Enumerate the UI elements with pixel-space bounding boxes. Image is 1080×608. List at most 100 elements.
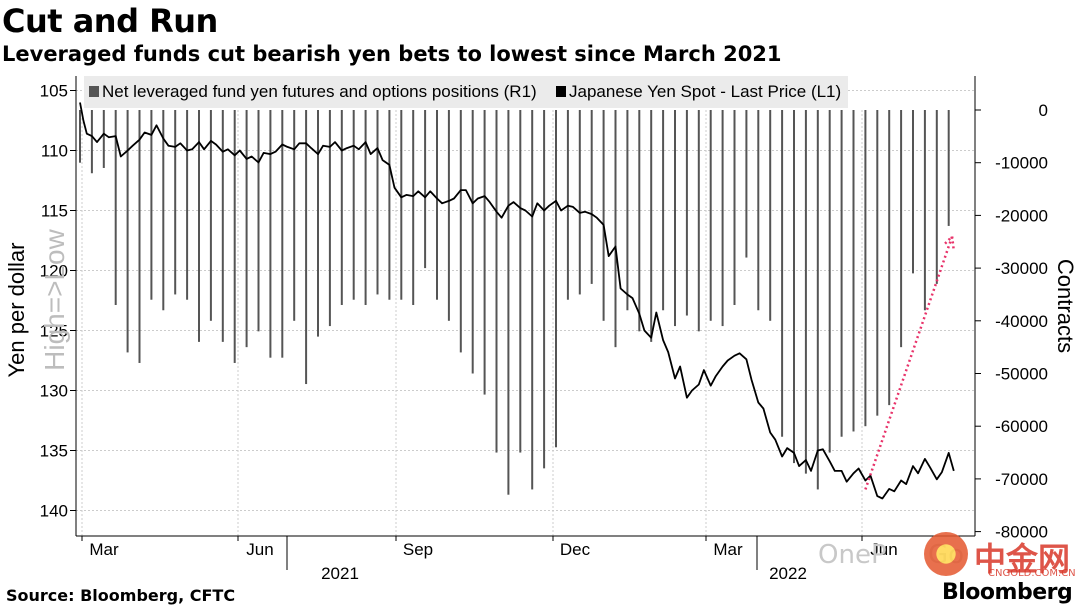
- trend-arrow-head: [942, 233, 955, 249]
- x-tick-label: Jun: [246, 540, 273, 559]
- line-series: [79, 102, 955, 500]
- bar: [590, 110, 593, 284]
- bar: [757, 110, 760, 311]
- bloomberg-logo: Bloomberg: [942, 580, 1073, 605]
- left-tick-label: 140: [40, 502, 68, 521]
- bar: [852, 110, 855, 432]
- bar: [900, 110, 903, 348]
- bar: [198, 110, 200, 342]
- bar: [233, 110, 236, 363]
- bar: [400, 110, 403, 300]
- bar: [745, 110, 748, 258]
- bar: [483, 110, 486, 395]
- x-tick-label: Jun: [870, 540, 897, 559]
- chart-subtitle: Leveraged funds cut bearish yen bets to …: [2, 42, 782, 66]
- right-tick-label: -70000: [995, 470, 1048, 489]
- bar: [662, 110, 665, 311]
- bar: [257, 110, 260, 332]
- bar: [685, 110, 688, 316]
- bar: [102, 110, 105, 168]
- bar: [269, 110, 272, 358]
- trend-arrow: [864, 233, 955, 490]
- left-tick-label: 110: [41, 142, 68, 161]
- bar-series: [79, 110, 950, 495]
- left-tick-label: 105: [40, 82, 68, 101]
- bar: [923, 110, 926, 311]
- bar: [638, 110, 641, 332]
- trend-arrow-shaft: [864, 236, 954, 490]
- bar: [281, 110, 284, 358]
- bar: [543, 110, 546, 469]
- bar: [555, 110, 557, 448]
- bar: [709, 110, 712, 321]
- bar: [221, 110, 224, 342]
- bar: [174, 110, 177, 295]
- bar: [876, 110, 879, 416]
- left-tick-label: 115: [41, 202, 68, 221]
- bar: [531, 110, 534, 490]
- bar: [674, 110, 676, 327]
- bar: [328, 110, 331, 327]
- bar: [697, 110, 700, 332]
- grid-lines: [76, 90, 975, 536]
- yen-spot-line: [79, 102, 955, 500]
- axes: [75, 76, 976, 537]
- bar: [912, 110, 914, 274]
- bar: [138, 110, 141, 363]
- watermark-logo-sub: CNGOLD.COM.CN: [988, 568, 1076, 579]
- left-axis-title: Yen per dollar: [4, 243, 29, 378]
- bar: [507, 110, 510, 495]
- left-axis-annotation: High=>Low: [39, 228, 70, 370]
- right-tick-labels: 0 -10000 -20000 -30000 -40000 -50000 -60000 -70…: [975, 101, 1048, 542]
- bar: [447, 110, 450, 321]
- left-tick-label: 130: [40, 382, 68, 401]
- bar: [245, 110, 248, 348]
- right-tick-label: -10000: [995, 154, 1048, 173]
- bar: [495, 110, 498, 453]
- bar: [412, 110, 415, 305]
- x-tick-label: Dec: [560, 540, 591, 559]
- bar: [162, 110, 165, 311]
- right-tick-label: -60000: [995, 417, 1048, 436]
- right-tick-label: -20000: [995, 206, 1048, 225]
- bar: [79, 110, 81, 163]
- right-tick-label: -40000: [995, 312, 1048, 331]
- x-tick-label: Mar: [89, 540, 119, 559]
- left-tick-labels: 105 110 115 120 125 130 135 140: [40, 82, 76, 521]
- bar: [578, 110, 581, 295]
- bar: [459, 110, 462, 353]
- watermark-logo-text: 中金网: [974, 540, 1071, 578]
- bar: [947, 110, 950, 226]
- bar: [436, 110, 438, 300]
- bar: [340, 110, 343, 305]
- bar: [424, 110, 427, 269]
- bar: [150, 110, 153, 300]
- bar: [293, 110, 296, 321]
- legend-swatch-line: [556, 86, 566, 97]
- bar: [186, 110, 189, 300]
- right-tick-label: -30000: [995, 259, 1048, 278]
- right-tick-label: 0: [1039, 101, 1048, 120]
- left-tick-label: 120: [40, 262, 68, 281]
- bar: [317, 110, 319, 337]
- x-tick-labels: Mar Jun Sep Dec Mar Jun 2021 2022: [81, 536, 898, 583]
- bar: [519, 110, 522, 453]
- bar: [209, 110, 212, 321]
- left-tick-label: 135: [40, 442, 68, 461]
- bar: [840, 110, 843, 437]
- bar: [114, 110, 117, 305]
- bar: [733, 110, 736, 305]
- bar: [721, 110, 724, 327]
- bar: [816, 110, 819, 490]
- bar: [781, 110, 784, 437]
- bar: [614, 110, 617, 348]
- bar: [864, 110, 867, 427]
- right-tick-label: -50000: [995, 365, 1048, 384]
- legend-box: [84, 76, 848, 108]
- bar: [388, 110, 391, 300]
- bar: [126, 110, 129, 353]
- x-year-label: 2021: [321, 564, 359, 583]
- x-tick-label: Sep: [403, 540, 433, 559]
- chart-title: Cut and Run: [2, 2, 218, 40]
